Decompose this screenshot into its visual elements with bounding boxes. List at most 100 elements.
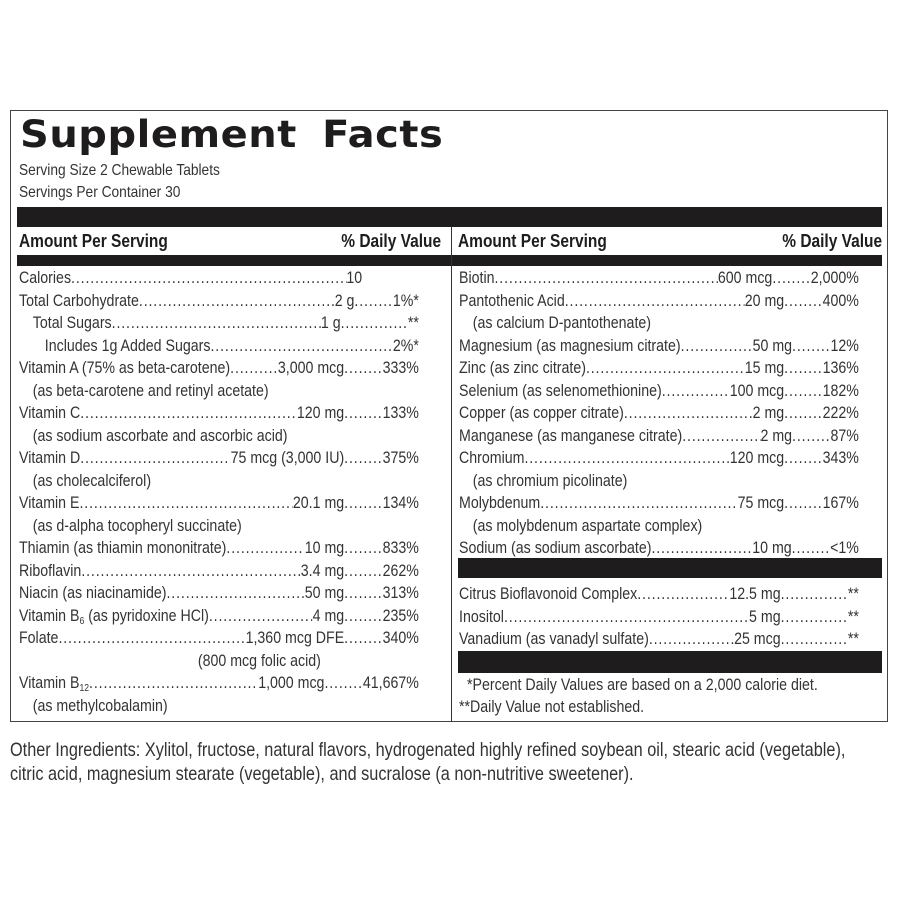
nutrient-source-note: (as d-alpha tocopheryl succinate) [19, 515, 439, 538]
nutrient-row: Includes 1g Added Sugars........2%* [19, 335, 439, 358]
nutrient-name: Vanadium (as vanadyl sulfate) [459, 630, 649, 648]
leader-dots [89, 672, 258, 695]
other-ingredients-list: Citrus Bioflavonoid Complex 12.5 mg......… [459, 583, 879, 651]
nutrient-amount: 75 mcg [737, 494, 785, 512]
leader-dots [80, 402, 297, 425]
nutrient-source-note: (as sodium ascorbate and ascorbic acid) [19, 425, 439, 448]
nutrient-name: Niacin (as niacinamide) [19, 584, 167, 602]
leader-dots [524, 447, 729, 470]
amount-per-serving-header: Amount Per Serving [458, 230, 607, 251]
nutrient-amount: 10 mg [304, 539, 345, 557]
nutrient-name: Vitamin A (75% as beta-carotene) [19, 359, 231, 377]
nutrient-amount: 15 mg [744, 359, 785, 377]
leader-dots [586, 357, 745, 380]
daily-value-percent [362, 267, 419, 290]
nutrient-amount: 10 [346, 269, 363, 287]
daily-value-percent: 333% [382, 359, 419, 377]
nutrient-row: Vitamin B12 1,000 mcg........41,667% [19, 672, 439, 695]
section-divider-bar [458, 558, 882, 578]
leader-dots: ........ [344, 539, 383, 557]
nutrient-row: Magnesium (as magnesium citrate) 50 mg...… [459, 335, 879, 358]
header-underline-bar [17, 255, 882, 266]
nutrient-amount: 10 mg [752, 539, 792, 557]
nutrient-row: Manganese (as manganese citrate) 2 mg....… [459, 425, 879, 448]
leader-dots [662, 380, 730, 403]
nutrient-name: Thiamin (as thiamin mononitrate) [19, 539, 227, 557]
leader-dots [209, 605, 313, 628]
nutrient-row: Sodium (as sodium ascorbate) 10 mg.......… [459, 537, 879, 560]
nutrient-name: Includes 1g Added Sugars [44, 336, 211, 355]
nutrient-source-note: (as molybdenum aspartate complex) [459, 515, 879, 538]
leader-dots: ........ [344, 404, 383, 422]
leader-dots [651, 537, 752, 560]
nutrient-amount: 600 mcg [717, 269, 773, 287]
nutrient-name: (as d-alpha tocopheryl succinate) [32, 516, 242, 535]
nutrient-amount: 3.4 mg [300, 561, 345, 580]
right-column-header: Amount Per Serving % Daily Value [458, 227, 882, 255]
nutrient-amount: 50 mg [752, 336, 793, 355]
nutrient-name: (as beta-carotene and retinyl acetate) [32, 381, 269, 400]
leader-dots [504, 606, 749, 629]
daily-value-percent: ** [407, 314, 419, 332]
servings-per-container: Servings Per Container 30 [19, 184, 181, 201]
nutrient-row: Vitamin E 20.1 mg........134% [19, 492, 439, 515]
leader-dots: .............. [780, 607, 848, 626]
nutrient-amount: 2 mg [760, 426, 793, 445]
daily-value-percent: 340% [382, 629, 419, 647]
leader-dots: ........ [792, 426, 831, 445]
nutrient-name: (as methylcobalamin) [32, 696, 168, 715]
footnote-divider-bar [458, 651, 882, 673]
leader-dots: .............. [340, 314, 408, 332]
daily-value-percent: 343% [822, 449, 859, 467]
nutrient-name: Zinc (as zinc citrate) [459, 359, 586, 377]
nutrient-amount: 12.5 mg [729, 585, 781, 603]
thick-divider-bar [17, 207, 882, 227]
leader-dots: .............. [780, 585, 848, 603]
nutrient-source-note: (as cholecalciferol) [19, 470, 439, 493]
nutrient-name: Sodium (as sodium ascorbate) [459, 539, 652, 557]
nutrient-name: Pantothenic Acid [459, 291, 565, 310]
right-nutrient-list: Biotin600 mcg........2,000%Pantothenic A… [459, 267, 879, 560]
leader-dots: ........ [784, 359, 823, 377]
leader-dots [71, 267, 346, 290]
daily-value-percent: 400% [822, 291, 859, 310]
nutrient-amount: 1,000 mcg [258, 674, 325, 692]
amount-per-serving-header: Amount Per Serving [19, 230, 168, 251]
leader-dots: ........ [784, 404, 823, 422]
nutrient-name: Chromium [459, 449, 525, 467]
nutrient-row: Niacin (as niacinamide) 50 mg........313% [19, 582, 439, 605]
leader-dots [80, 447, 230, 470]
leader-dots: ........ [344, 629, 383, 647]
daily-value-percent: 134% [382, 494, 419, 512]
nutrient-name: Vitamin E [19, 494, 80, 512]
nutrient-amount: 5 mg [749, 607, 781, 626]
footnote-not-established: **Daily Value not established. [459, 698, 645, 716]
nutrient-name: (as sodium ascorbate and ascorbic acid) [32, 426, 288, 445]
leader-dots [81, 560, 300, 583]
column-divider [451, 227, 452, 722]
leader-dots [681, 335, 753, 358]
nutrient-row: Inositol 5 mg..............** [459, 606, 879, 629]
nutrient-name: Calories [19, 269, 72, 287]
nutrient-name: Inositol [459, 607, 504, 626]
daily-value-percent: 41,667% [362, 674, 419, 692]
nutrient-name: Citrus Bioflavonoid Complex [459, 585, 638, 603]
nutrient-amount: 120 mg [296, 404, 345, 422]
footnote-daily-value: *Percent Daily Values are based on a 2,0… [467, 676, 818, 694]
nutrient-row: Citrus Bioflavonoid Complex 12.5 mg......… [459, 583, 879, 606]
nutrient-amount: 20.1 mg [292, 494, 345, 512]
daily-value-percent: 12% [830, 336, 859, 355]
leader-dots [210, 335, 354, 358]
nutrient-source-note: (as calcium D-pantothenate) [459, 312, 879, 335]
leader-dots [58, 627, 245, 650]
nutrient-row: Riboflavin 3.4 mg........262% [19, 560, 439, 583]
daily-value-percent: 133% [382, 404, 419, 422]
nutrient-row: Biotin 600 mcg........2,000% [459, 267, 879, 290]
other-ingredients: Other Ingredients: Xylitol, fructose, na… [10, 739, 846, 785]
nutrient-amount: 25 mcg [734, 630, 781, 648]
leader-dots: ........ [344, 561, 383, 580]
daily-value-percent: 1%* [392, 291, 419, 310]
leader-dots: ........ [784, 291, 823, 310]
nutrient-row: Thiamin (as thiamin mononitrate) 10 mg...… [19, 537, 439, 560]
panel-title: Supplement Facts [20, 113, 444, 156]
